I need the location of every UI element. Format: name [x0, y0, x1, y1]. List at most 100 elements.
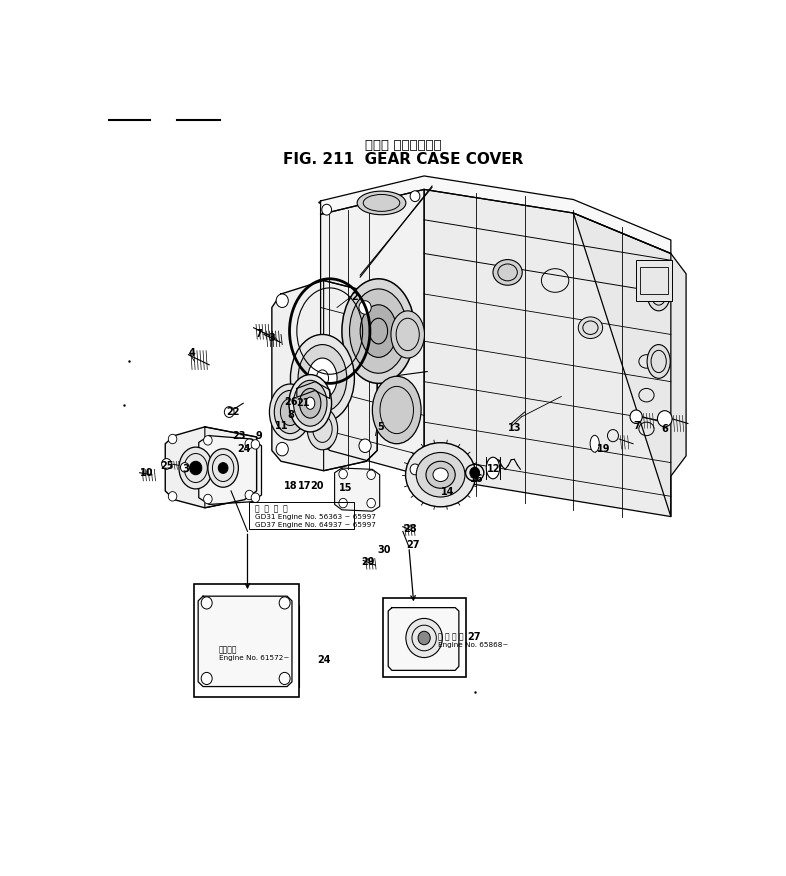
Text: 適用範囲: 適用範囲	[219, 646, 237, 654]
Circle shape	[276, 294, 288, 307]
Circle shape	[279, 597, 290, 609]
Circle shape	[252, 493, 259, 503]
Ellipse shape	[281, 399, 300, 426]
Text: 27: 27	[467, 632, 480, 641]
Polygon shape	[424, 189, 671, 517]
Ellipse shape	[308, 358, 337, 399]
Text: 15: 15	[339, 484, 352, 493]
Polygon shape	[574, 213, 686, 517]
Ellipse shape	[342, 279, 415, 384]
Circle shape	[339, 498, 347, 508]
Ellipse shape	[293, 380, 327, 427]
Text: 30: 30	[377, 545, 391, 555]
Circle shape	[181, 463, 189, 472]
Ellipse shape	[373, 377, 421, 444]
Ellipse shape	[406, 618, 443, 658]
Circle shape	[276, 442, 288, 456]
Polygon shape	[388, 608, 459, 670]
Polygon shape	[272, 280, 377, 470]
Ellipse shape	[306, 397, 315, 409]
Polygon shape	[324, 280, 377, 470]
Text: 5: 5	[377, 422, 384, 432]
Text: 20: 20	[310, 481, 324, 491]
Text: 19: 19	[597, 444, 610, 454]
Bar	[636, 260, 672, 300]
Text: 24: 24	[237, 444, 251, 454]
Text: 23: 23	[233, 431, 246, 441]
Circle shape	[410, 464, 420, 475]
Circle shape	[470, 467, 479, 478]
Circle shape	[367, 498, 376, 508]
Ellipse shape	[493, 259, 522, 286]
Circle shape	[418, 632, 430, 645]
Ellipse shape	[647, 344, 670, 378]
Circle shape	[339, 470, 347, 479]
Text: 12: 12	[487, 464, 501, 475]
Bar	[641, 267, 668, 294]
Ellipse shape	[417, 453, 465, 497]
Text: 17: 17	[298, 481, 311, 491]
Bar	[194, 584, 299, 697]
Ellipse shape	[299, 388, 321, 418]
Text: 9: 9	[255, 431, 263, 441]
Text: 4: 4	[189, 349, 195, 358]
Text: 14: 14	[441, 487, 454, 497]
Circle shape	[168, 434, 177, 444]
Circle shape	[224, 406, 234, 418]
Ellipse shape	[391, 311, 424, 358]
Text: 適 用 範 囲: 適 用 範 囲	[438, 632, 464, 641]
Ellipse shape	[578, 317, 603, 338]
Text: 10: 10	[140, 468, 153, 477]
Polygon shape	[335, 468, 380, 512]
Circle shape	[245, 491, 254, 499]
Text: 22: 22	[226, 407, 240, 417]
Circle shape	[367, 470, 376, 479]
Circle shape	[630, 410, 642, 423]
Ellipse shape	[433, 468, 448, 482]
Ellipse shape	[590, 435, 599, 452]
Text: 26: 26	[284, 397, 298, 407]
Circle shape	[168, 491, 177, 501]
Circle shape	[359, 439, 371, 453]
Circle shape	[245, 439, 254, 449]
Polygon shape	[165, 427, 257, 508]
Ellipse shape	[270, 384, 310, 440]
Polygon shape	[321, 176, 671, 253]
Bar	[249, 502, 354, 529]
Text: 適  用  範  囲: 適 用 範 囲	[255, 504, 288, 513]
Ellipse shape	[298, 344, 347, 412]
Circle shape	[410, 191, 420, 201]
Ellipse shape	[357, 191, 406, 215]
Polygon shape	[205, 427, 257, 508]
Circle shape	[204, 494, 212, 504]
Text: 18: 18	[284, 481, 298, 491]
Ellipse shape	[274, 391, 306, 434]
Ellipse shape	[307, 408, 338, 449]
Circle shape	[279, 673, 290, 684]
Ellipse shape	[289, 375, 332, 432]
Text: 25: 25	[160, 461, 174, 471]
Ellipse shape	[350, 289, 407, 373]
Circle shape	[189, 462, 202, 475]
Ellipse shape	[291, 335, 354, 422]
Text: ギヤー ケースカバー: ギヤー ケースカバー	[365, 139, 441, 152]
Circle shape	[162, 458, 171, 470]
Text: 7: 7	[633, 421, 640, 431]
Circle shape	[201, 673, 212, 684]
Text: 11: 11	[275, 420, 288, 430]
Ellipse shape	[647, 277, 670, 311]
Circle shape	[219, 463, 228, 473]
Text: 3: 3	[269, 333, 276, 343]
Circle shape	[201, 597, 212, 609]
Text: 6: 6	[662, 424, 668, 434]
Text: 7: 7	[255, 329, 263, 340]
Text: 29: 29	[362, 557, 375, 568]
Ellipse shape	[360, 305, 397, 357]
Ellipse shape	[179, 447, 212, 489]
Circle shape	[359, 300, 371, 314]
Ellipse shape	[208, 449, 238, 487]
Polygon shape	[199, 435, 262, 505]
Text: GD31 Engine No. 56363 ~ 65997: GD31 Engine No. 56363 ~ 65997	[255, 513, 376, 519]
Text: Engine No. 65868~: Engine No. 65868~	[438, 642, 509, 647]
Circle shape	[321, 438, 332, 449]
